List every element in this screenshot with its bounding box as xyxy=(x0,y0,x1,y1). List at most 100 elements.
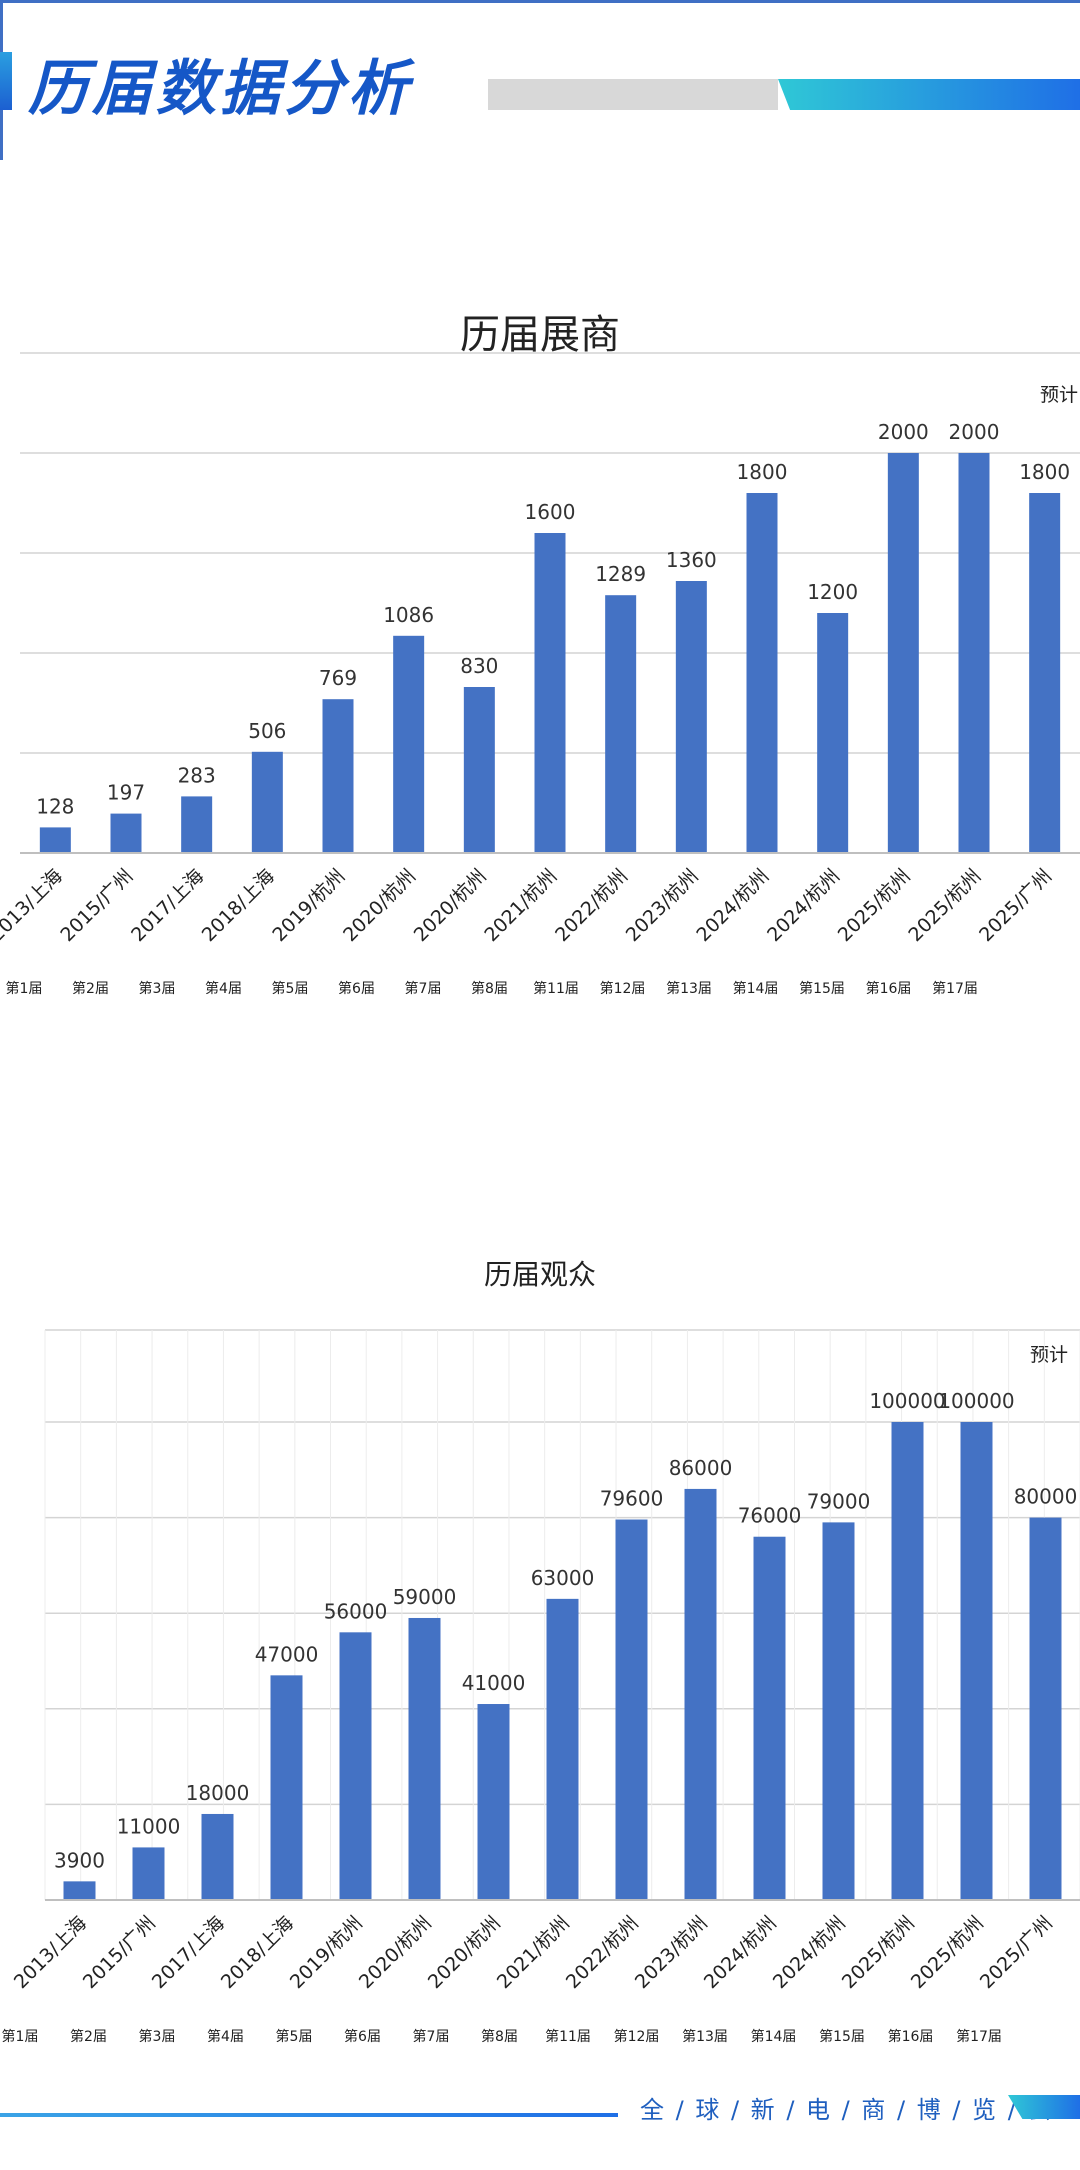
data-label: 1800 xyxy=(1019,460,1070,484)
footer-line xyxy=(0,2113,618,2117)
bar xyxy=(534,533,566,853)
session-label: 第12届 xyxy=(600,980,646,997)
bar xyxy=(1029,493,1061,853)
bar xyxy=(675,581,707,853)
data-label: 1200 xyxy=(807,580,858,604)
category-label: 2024/杭州 xyxy=(700,1912,781,1993)
category-label: 2021/杭州 xyxy=(493,1912,574,1993)
category-label: 2024/杭州 xyxy=(769,1912,850,1993)
bar xyxy=(684,1488,717,1900)
session-label: 第12届 xyxy=(614,2028,660,2045)
footer-accent xyxy=(1008,2095,1080,2119)
bar xyxy=(746,493,778,853)
session-label: 第5届 xyxy=(276,2028,313,2045)
session-label: 第7届 xyxy=(405,980,442,997)
category-label: 2020/杭州 xyxy=(424,1912,505,1993)
bar xyxy=(477,1704,510,1900)
bar xyxy=(887,453,919,853)
category-label: 2015/广州 xyxy=(56,865,137,946)
bar xyxy=(201,1813,234,1900)
session-label: 第16届 xyxy=(888,2028,934,2045)
session-label: 第14届 xyxy=(751,2028,797,2045)
data-label: 76000 xyxy=(738,1504,802,1528)
bar xyxy=(181,796,213,853)
session-label: 第14届 xyxy=(733,980,779,997)
category-label: 2025/杭州 xyxy=(907,1912,988,1993)
category-label: 2025/杭州 xyxy=(838,1912,919,1993)
category-label: 2017/上海 xyxy=(127,865,208,946)
data-label: 1289 xyxy=(595,562,646,586)
session-label: 第7届 xyxy=(413,2028,450,2045)
category-label: 2025/杭州 xyxy=(834,865,915,946)
category-label: 2025/杭州 xyxy=(904,865,985,946)
data-label: 1600 xyxy=(525,500,576,524)
session-label: 第17届 xyxy=(956,2028,1002,2045)
bar xyxy=(817,613,849,853)
data-label: 506 xyxy=(248,719,286,743)
data-label: 59000 xyxy=(393,1585,457,1609)
header-blue-band xyxy=(778,79,1080,110)
category-label: 2013/上海 xyxy=(10,1912,91,1993)
category-label: 2025/广州 xyxy=(975,865,1056,946)
category-label: 2020/杭州 xyxy=(355,1912,436,1993)
session-label: 第3届 xyxy=(139,2028,176,2045)
session-label: 第6届 xyxy=(338,980,375,997)
data-label: 3900 xyxy=(54,1848,105,1872)
category-label: 2023/杭州 xyxy=(622,865,703,946)
data-label: 47000 xyxy=(255,1642,319,1666)
session-label: 第5届 xyxy=(272,980,309,997)
category-label: 2022/杭州 xyxy=(562,1912,643,1993)
chart1-forecast-note: 预计 xyxy=(1040,384,1079,406)
category-label: 2017/上海 xyxy=(148,1912,229,1993)
category-label: 2025/广州 xyxy=(976,1912,1057,1993)
data-label: 100000 xyxy=(938,1389,1014,1413)
category-label: 2024/杭州 xyxy=(763,865,844,946)
session-label: 第11届 xyxy=(533,980,579,997)
category-label: 2021/杭州 xyxy=(480,865,561,946)
session-label: 第16届 xyxy=(866,980,912,997)
session-label: 第1届 xyxy=(6,980,43,997)
bar xyxy=(339,1632,372,1900)
data-label: 100000 xyxy=(869,1389,945,1413)
bar xyxy=(1029,1517,1062,1900)
session-label: 第1届 xyxy=(2,2028,39,2045)
category-label: 2018/上海 xyxy=(217,1912,298,1993)
title-accent-bar xyxy=(0,52,12,110)
session-label: 第15届 xyxy=(819,2028,865,2045)
session-label: 第15届 xyxy=(799,980,845,997)
bar xyxy=(546,1598,579,1900)
data-label: 63000 xyxy=(531,1566,595,1590)
session-label: 第8届 xyxy=(471,980,508,997)
session-label: 第8届 xyxy=(481,2028,518,2045)
header-top-line xyxy=(0,0,1080,3)
data-label: 128 xyxy=(36,794,74,818)
category-label: 2018/上海 xyxy=(198,865,279,946)
data-label: 79600 xyxy=(600,1487,664,1511)
chart-title-visitors: 历届观众 xyxy=(483,1258,596,1291)
bar xyxy=(270,1675,303,1900)
category-label: 2015/广州 xyxy=(79,1912,160,1993)
session-label: 第13届 xyxy=(666,980,712,997)
data-label: 11000 xyxy=(117,1814,181,1838)
bar xyxy=(393,635,425,853)
data-label: 1360 xyxy=(666,548,717,572)
session-label: 第6届 xyxy=(344,2028,381,2045)
category-label: 2013/上海 xyxy=(0,865,67,946)
session-label: 第2届 xyxy=(72,980,109,997)
bar xyxy=(63,1881,96,1900)
category-label: 2020/杭州 xyxy=(339,865,420,946)
category-label: 2023/杭州 xyxy=(631,1912,712,1993)
data-label: 41000 xyxy=(462,1671,526,1695)
data-label: 830 xyxy=(460,654,498,678)
chart-title-exhibitors: 历届展商 xyxy=(460,312,620,358)
session-label: 第3届 xyxy=(139,980,176,997)
chart2-forecast-note: 预计 xyxy=(1030,1344,1069,1366)
bar xyxy=(615,1519,648,1900)
bar xyxy=(891,1422,924,1900)
data-label: 79000 xyxy=(807,1489,871,1513)
bar xyxy=(753,1536,786,1900)
bar xyxy=(39,827,71,853)
session-label: 第4届 xyxy=(207,2028,244,2045)
